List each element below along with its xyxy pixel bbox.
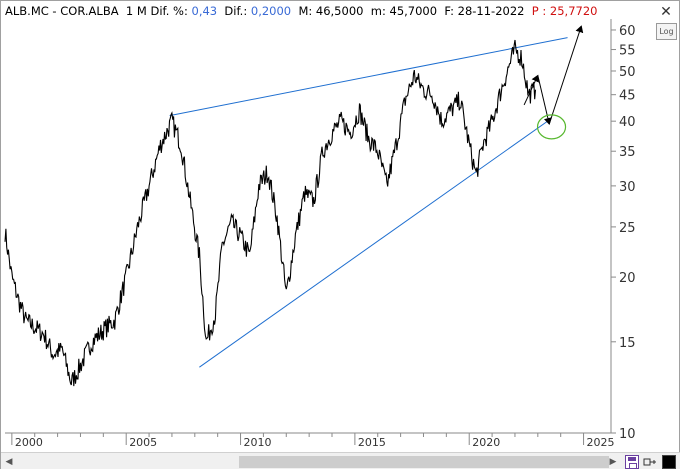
price-series: [4, 39, 537, 387]
y-tick-label-8: 20: [619, 271, 636, 286]
min-value: 45,7000: [389, 4, 438, 18]
chart-annotations: [169, 25, 584, 368]
trendline-0: [169, 37, 568, 117]
y-tick-label-9: 15: [619, 336, 636, 351]
scroll-left-button[interactable]: ◀: [5, 457, 13, 467]
x-tick-label-4: 2020: [472, 436, 500, 449]
close-button[interactable]: ✕: [660, 4, 672, 20]
target-ellipse: [536, 114, 567, 140]
trendline-1: [199, 117, 552, 368]
min-label: m:: [370, 4, 386, 18]
x-tick-label-3: 2015: [358, 436, 386, 449]
horizontal-scrollbar-thumb[interactable]: [239, 456, 609, 468]
y-tick-label-7: 25: [619, 221, 636, 236]
date-label: F:: [444, 4, 454, 18]
price-label: P :: [531, 4, 547, 18]
max-value: 46,5000: [315, 4, 364, 18]
x-tick-label-2: 2010: [244, 436, 272, 449]
dif-value: 0,2000: [250, 4, 292, 18]
dif-pct-value: 0,43: [191, 4, 218, 18]
x-tick-label-5: 2025: [587, 436, 615, 449]
price-value: 25,7720: [549, 4, 598, 18]
max-label: M:: [298, 4, 313, 18]
y-tick-label-4: 40: [619, 115, 636, 130]
dif-label: Dif.:: [224, 4, 248, 18]
y-tick-label-6: 30: [619, 180, 636, 195]
info-bar: ALB.MC - COR.ALBA 1 M Dif. %: 0,43 Dif.:…: [5, 4, 597, 20]
bottom-toolbar: ◀ ▶: [1, 452, 680, 469]
x-tick-label-0: 2000: [15, 436, 43, 449]
period-label: 1 M: [125, 4, 147, 18]
dif-pct-label: Dif. %:: [150, 4, 188, 18]
y-tick-label-2: 50: [619, 65, 636, 80]
symbol-label: ALB.MC - COR.ALBA: [5, 4, 119, 18]
fill-color-icon[interactable]: [662, 455, 676, 469]
log-scale-button[interactable]: Log: [656, 23, 677, 40]
scroll-right-button[interactable]: ▶: [609, 457, 617, 467]
y-tick-label-3: 45: [619, 89, 636, 104]
price-line: [4, 39, 537, 387]
y-tick-label-10: 10: [619, 427, 636, 442]
save-icon[interactable]: [625, 455, 639, 469]
date-value: 28-11-2022: [457, 4, 525, 18]
y-tick-label-0: 60: [619, 24, 636, 39]
y-tick-label-5: 35: [619, 145, 636, 160]
x-tick-label-1: 2005: [129, 436, 157, 449]
y-tick-label-1: 55: [619, 44, 636, 59]
forecast-arrow-4: [548, 25, 584, 125]
pin-icon[interactable]: [643, 455, 657, 469]
